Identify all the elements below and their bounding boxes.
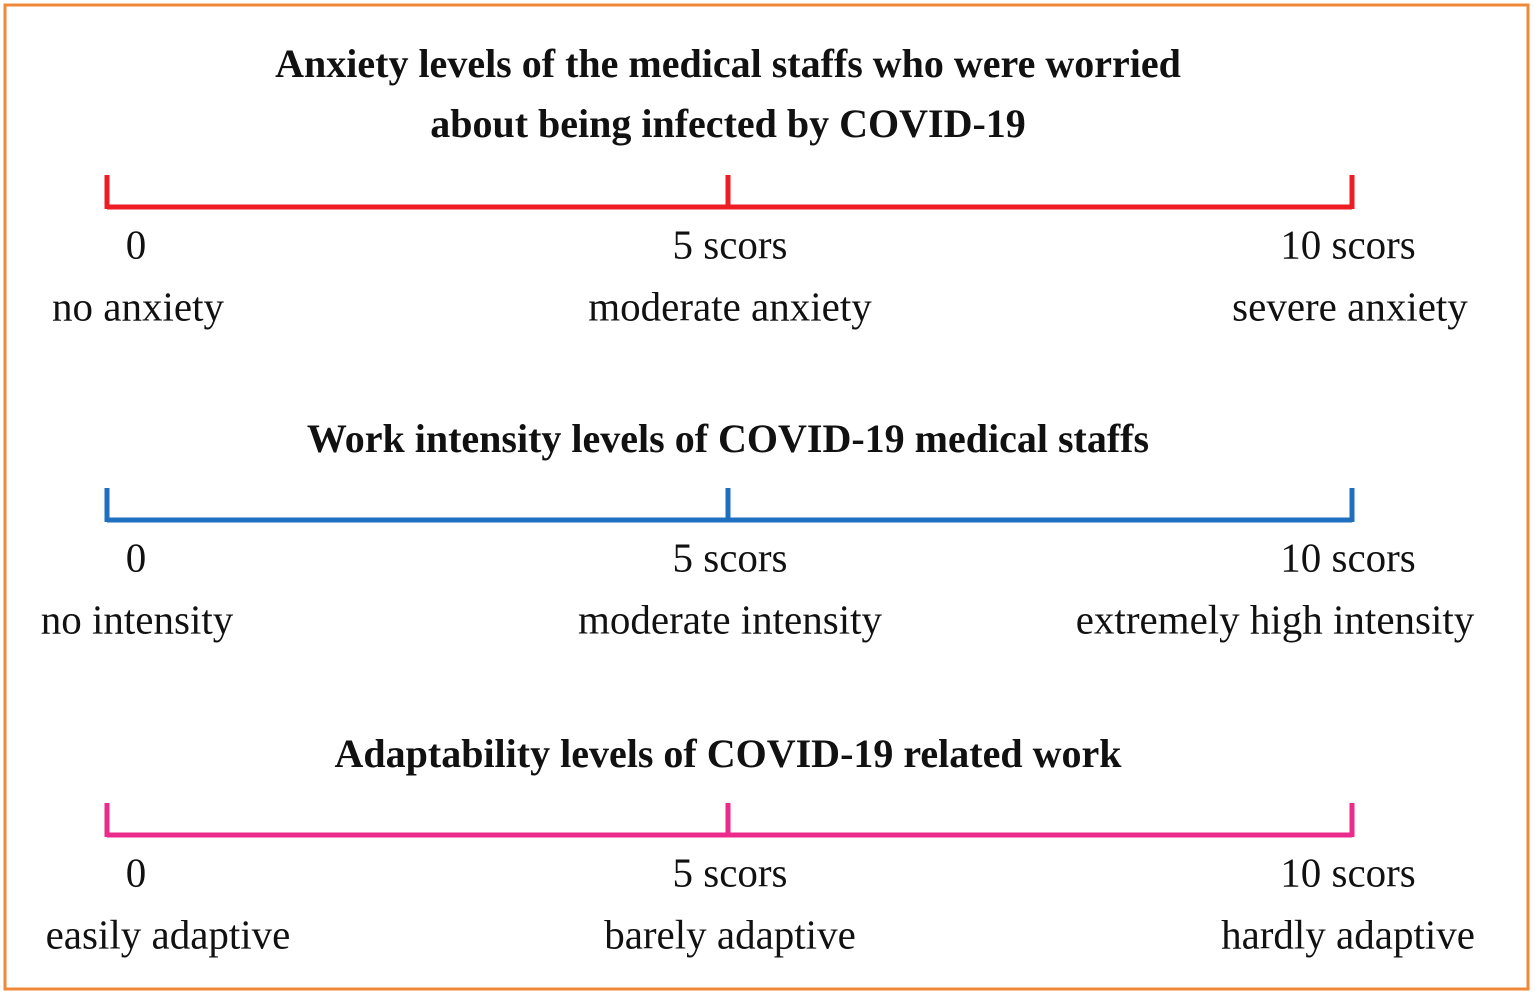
level-label: no anxiety <box>52 283 224 329</box>
score-label: 5 scors <box>672 221 787 267</box>
level-label: moderate intensity <box>578 596 882 642</box>
level-label: barely adaptive <box>604 911 856 957</box>
scale-title: Work intensity levels of COVID-19 medica… <box>307 416 1149 461</box>
score-label: 0 <box>126 221 147 267</box>
level-label: no intensity <box>41 596 234 642</box>
score-label: 0 <box>126 534 147 580</box>
level-label: hardly adaptive <box>1221 911 1475 957</box>
level-label: severe anxiety <box>1232 283 1468 329</box>
level-label: moderate anxiety <box>588 283 872 329</box>
score-label: 0 <box>126 849 147 895</box>
scale-title: about being infected by COVID-19 <box>430 101 1026 146</box>
score-label: 10 scors <box>1280 534 1416 580</box>
score-label: 10 scors <box>1280 221 1416 267</box>
level-label: easily adaptive <box>46 911 291 957</box>
score-label: 5 scors <box>672 534 787 580</box>
scale-title: Adaptability levels of COVID-19 related … <box>335 731 1123 776</box>
scale-title: Anxiety levels of the medical staffs who… <box>275 41 1181 86</box>
frame <box>3 3 1530 991</box>
score-label: 5 scors <box>672 849 787 895</box>
level-label: extremely high intensity <box>1076 596 1475 642</box>
score-label: 10 scors <box>1280 849 1416 895</box>
